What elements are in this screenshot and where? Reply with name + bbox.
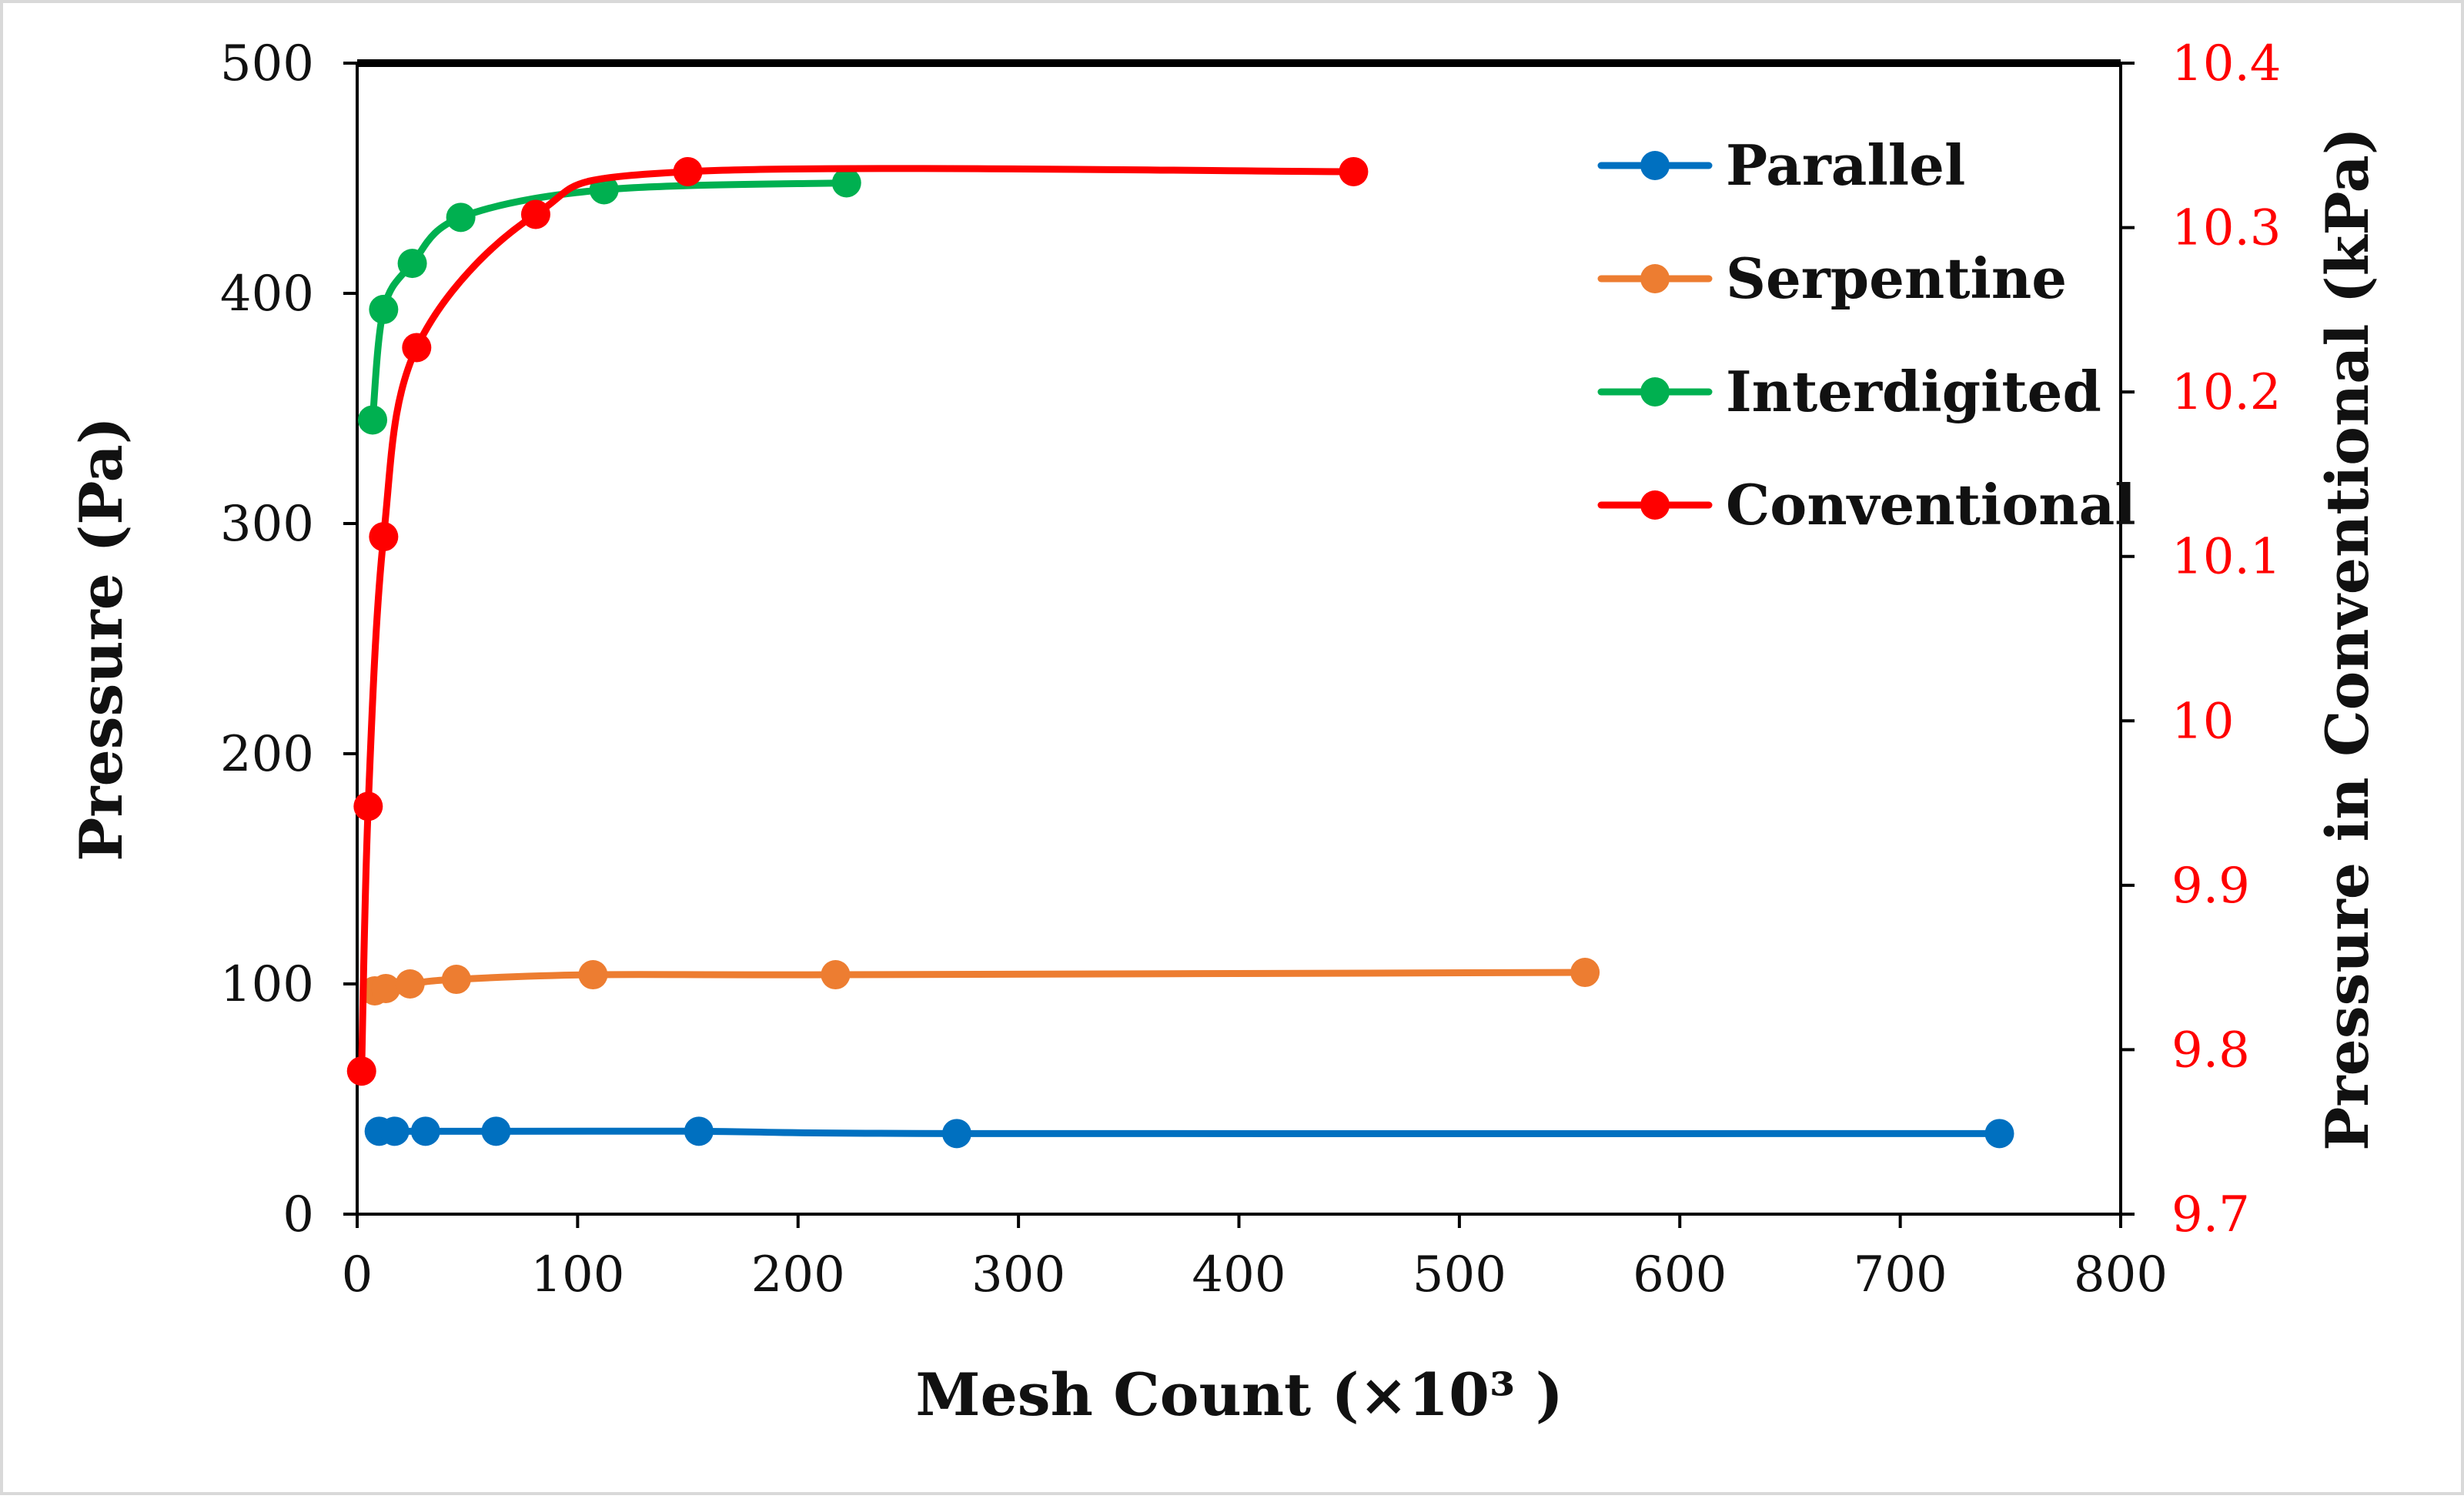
x-tick-label: 100 (530, 1246, 624, 1303)
data-point-parallel (481, 1116, 511, 1146)
data-point-conventional (1339, 156, 1369, 186)
legend-label: Parallel (1726, 132, 1965, 198)
legend-swatch-marker (1640, 490, 1670, 520)
legend-label: Serpentine (1726, 246, 2067, 311)
y-tick-label: 500 (220, 35, 314, 92)
data-point-serpentine (1570, 958, 1600, 988)
data-point-conventional (346, 1056, 376, 1086)
data-point-interdigited (446, 202, 476, 233)
data-point-conventional (673, 156, 703, 186)
y2-tick-label: 9.8 (2171, 1022, 2250, 1079)
series-conventional (346, 156, 1369, 1086)
y2-tick-label: 9.7 (2171, 1186, 2250, 1243)
legend-item-serpentine: Serpentine (1597, 246, 2067, 311)
x-tick-label: 0 (342, 1246, 373, 1303)
legend-swatch-marker (1640, 151, 1670, 180)
data-point-serpentine (395, 969, 425, 999)
legend: Parallel Serpentine Interdigited Convention… (1597, 132, 2136, 537)
legend-item-interdigited: Interdigited (1597, 359, 2101, 424)
legend-swatch-marker (1640, 264, 1670, 293)
data-point-interdigited (831, 168, 861, 198)
legend-label: Interdigited (1726, 359, 2101, 424)
x-tick-label: 200 (751, 1246, 845, 1303)
data-point-conventional (402, 333, 432, 363)
y-tick-label: 400 (220, 266, 314, 323)
series-line-parallel (376, 1127, 2003, 1138)
y2-tick-label: 10.3 (2171, 200, 2282, 257)
y-axis-title: Pressure (Pa) (67, 417, 135, 862)
x-tick-label: 400 (1192, 1246, 1285, 1303)
data-point-interdigited (397, 249, 427, 279)
x-tick-label: 800 (2074, 1246, 2168, 1303)
y-tick-label: 0 (283, 1186, 314, 1243)
y-tick-label: 100 (220, 956, 314, 1013)
legend-item-conventional: Conventional (1597, 472, 2136, 537)
series-layer (346, 156, 2014, 1149)
x-tick-label: 500 (1413, 1246, 1506, 1303)
data-point-serpentine (821, 960, 851, 990)
left-axis-ticks: 0 100 200 300 400 500 (220, 35, 357, 1243)
data-point-parallel (941, 1119, 971, 1149)
right-axis-ticks: 9.7 9.8 9.9 10 10.1 10.2 10.3 10.4 (2121, 35, 2282, 1243)
legend-item-parallel: Parallel (1597, 132, 1965, 198)
data-point-parallel (410, 1116, 440, 1146)
y2-tick-label: 9.9 (2171, 858, 2250, 915)
legend-swatch-marker (1640, 377, 1670, 407)
data-point-conventional (369, 522, 399, 552)
series-serpentine (359, 958, 1600, 1005)
x-tick-label: 700 (1854, 1246, 1947, 1303)
data-point-parallel (379, 1116, 410, 1146)
series-parallel (364, 1116, 2014, 1149)
data-point-interdigited (369, 294, 399, 324)
x-tick-label: 600 (1633, 1246, 1727, 1303)
data-point-serpentine (578, 960, 608, 990)
legend-label: Conventional (1726, 472, 2136, 537)
data-point-serpentine (441, 965, 471, 995)
data-point-serpentine (371, 973, 401, 1003)
y2-tick-label: 10.1 (2171, 529, 2282, 586)
data-point-interdigited (358, 405, 388, 435)
x-tick-label: 300 (971, 1246, 1065, 1303)
x-axis-title: Mesh Count (×10³ ) (915, 1360, 1563, 1429)
data-point-parallel (684, 1116, 714, 1146)
x-axis-ticks: 0 100 200 300 400 500 600 700 800 (342, 1214, 2168, 1303)
y2-tick-label: 10.4 (2171, 35, 2282, 92)
y-tick-label: 200 (220, 726, 314, 783)
y-tick-label: 300 (220, 496, 314, 553)
data-point-parallel (1984, 1119, 2014, 1149)
y2-tick-label: 10 (2171, 693, 2234, 750)
y2-tick-label: 10.2 (2171, 364, 2282, 421)
data-point-conventional (353, 791, 383, 821)
data-point-conventional (520, 199, 550, 229)
y2-axis-title: Pressure in Conventional (kPa) (2313, 127, 2382, 1150)
